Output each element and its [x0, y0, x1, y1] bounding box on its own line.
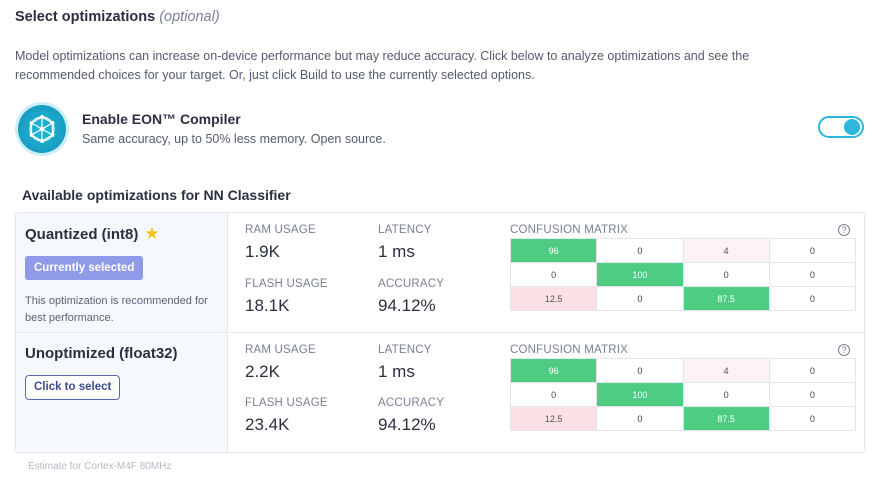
ram-usage-value: 1.9K — [245, 242, 280, 261]
latency-label: LATENCY — [378, 224, 432, 236]
option-summary: Quantized (int8) ★ Currently selected Thi… — [16, 213, 228, 332]
matrix-cell: 87.5 — [682, 286, 770, 311]
estimate-footnote: Estimate for Cortex-M4F 80MHz — [28, 461, 172, 472]
matrix-cell: 100 — [596, 382, 684, 407]
option-name: Unoptimized (float32) — [25, 345, 178, 362]
help-icon[interactable]: ? — [838, 344, 850, 356]
matrix-cell: 12.5 — [509, 406, 598, 431]
matrix-cell: 87.5 — [682, 406, 770, 431]
accuracy-label: ACCURACY — [378, 397, 445, 409]
matrix-cell: 0 — [768, 286, 857, 311]
ram-usage-label: RAM USAGE — [245, 224, 316, 236]
matrix-cell: 100 — [596, 262, 684, 287]
click-to-select-button[interactable]: Click to select — [25, 375, 121, 400]
star-icon: ★ — [144, 224, 160, 243]
latency-label: LATENCY — [378, 344, 432, 356]
accuracy-label: ACCURACY — [378, 278, 445, 290]
matrix-cell: 0 — [768, 382, 857, 407]
option-summary: Unoptimized (float32) Click to select — [16, 334, 228, 452]
matrix-cell: 0 — [768, 406, 857, 431]
option-row-quantized[interactable]: Quantized (int8) ★ Currently selected Thi… — [16, 213, 864, 333]
confusion-matrix-label: CONFUSION MATRIX — [510, 224, 628, 236]
description-text: Model optimizations can increase on-devi… — [15, 49, 750, 82]
help-icon[interactable]: ? — [838, 224, 850, 236]
matrix-cell: 0 — [509, 262, 598, 287]
matrix-cell: 0 — [768, 262, 857, 287]
matrix-cell: 4 — [682, 358, 770, 383]
flash-usage-value: 23.4K — [245, 415, 290, 434]
ram-usage-label: RAM USAGE — [245, 344, 316, 356]
accuracy-value: 94.12% — [378, 415, 436, 434]
matrix-cell: 96 — [509, 238, 598, 263]
optional-label: (optional) — [159, 9, 220, 25]
latency-value: 1 ms — [378, 362, 415, 381]
confusion-matrix-label: CONFUSION MATRIX — [510, 344, 628, 356]
flash-usage-value: 18.1K — [245, 296, 290, 315]
matrix-cell: 0 — [509, 382, 598, 407]
confusion-matrix: 96 0 4 0 0 100 0 0 12.5 0 87.5 0 — [509, 358, 857, 431]
eon-subtitle: Same accuracy, up to 50% less memory. Op… — [82, 132, 386, 146]
flash-usage-label: FLASH USAGE — [245, 397, 328, 409]
matrix-cell: 0 — [682, 382, 770, 407]
matrix-cell: 96 — [509, 358, 598, 383]
matrix-cell: 0 — [768, 358, 857, 383]
currently-selected-badge: Currently selected — [25, 256, 144, 280]
section-title: Select optimizations (optional) — [15, 9, 220, 25]
option-row-unoptimized[interactable]: Unoptimized (float32) Click to select RA… — [16, 334, 864, 452]
matrix-cell: 0 — [682, 262, 770, 287]
section-title-text: Select optimizations — [15, 9, 156, 25]
eon-title: Enable EON™ Compiler — [82, 111, 241, 127]
eon-toggle[interactable] — [818, 116, 864, 138]
eon-compiler-icon — [18, 105, 66, 153]
matrix-cell: 0 — [596, 358, 684, 383]
toggle-knob — [844, 119, 860, 135]
matrix-cell: 12.5 — [509, 286, 598, 311]
matrix-cell: 0 — [596, 238, 684, 263]
available-optimizations-title: Available optimizations for NN Classifie… — [22, 187, 291, 203]
option-name: Quantized (int8) ★ — [25, 224, 160, 244]
optimizations-table: Quantized (int8) ★ Currently selected Thi… — [15, 212, 865, 453]
latency-value: 1 ms — [378, 242, 415, 261]
option-name-text: Quantized (int8) — [25, 226, 139, 243]
flash-usage-label: FLASH USAGE — [245, 278, 328, 290]
recommendation-text: This optimization is recommended for bes… — [25, 295, 208, 324]
neural-network-icon — [29, 115, 55, 143]
accuracy-value: 94.12% — [378, 296, 436, 315]
matrix-cell: 0 — [596, 286, 684, 311]
matrix-cell: 4 — [682, 238, 770, 263]
matrix-cell: 0 — [596, 406, 684, 431]
matrix-cell: 0 — [768, 238, 857, 263]
confusion-matrix: 96 0 4 0 0 100 0 0 12.5 0 87.5 0 — [509, 238, 857, 311]
ram-usage-value: 2.2K — [245, 362, 280, 381]
